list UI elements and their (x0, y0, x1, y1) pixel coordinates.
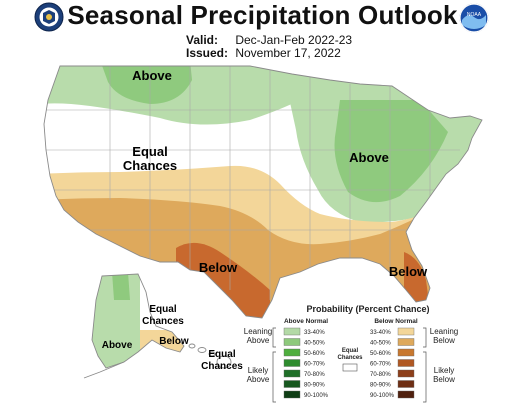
below-swatch-5 (397, 380, 415, 388)
below-bin-label-5: 80-90% (370, 383, 391, 389)
legend-likely-below-2: Below (433, 375, 455, 384)
label-alaska-below: Below (159, 336, 189, 347)
hawaii-island-2 (197, 347, 207, 353)
valid-value: Dec-Jan-Feb 2022-23 (235, 33, 353, 47)
doc-seal-icon (34, 2, 64, 32)
noaa-logo-text: NOAA (467, 12, 482, 18)
above-bin-label-3: 60-70% (304, 362, 325, 368)
above-swatch-6 (283, 390, 301, 399)
legend-below-header: Below Normal (374, 318, 418, 325)
below-swatches: 33-40% 40-50% 50-60% 60-70% 70-80% 80-90% 90-1… (370, 327, 415, 399)
above-swatch-4 (283, 369, 301, 378)
issued-label: Issued: (186, 46, 229, 60)
hawaii-island-4 (216, 355, 232, 369)
bracket-leaning-below (423, 327, 427, 348)
above-swatch-2 (283, 348, 301, 357)
label-alaska-equal-line1: Equal (149, 304, 176, 315)
region-above-north-core (100, 66, 192, 104)
label-above-north: Above (132, 68, 172, 83)
legend-likely-above-1: Likely (248, 366, 268, 375)
above-bin-label-6: 90-100% (304, 393, 329, 399)
legend-title: Probability (Percent Chance) (306, 304, 429, 314)
below-bin-label-6: 90-100% (370, 393, 395, 399)
legend-above-header: Above Normal (284, 318, 328, 325)
bracket-likely-above (272, 351, 276, 403)
label-above-east: Above (349, 150, 389, 165)
bracket-leaning-above (272, 327, 276, 348)
above-bin-label-4: 70-80% (304, 372, 325, 378)
below-bin-label-4: 70-80% (370, 372, 391, 378)
hawaii-islands (188, 343, 232, 369)
legend-leaning-below-2: Below (433, 336, 455, 345)
above-swatch-3 (283, 359, 301, 367)
above-swatch-0 (283, 327, 301, 336)
legend: Probability (Percent Chance) Above Norma… (244, 304, 458, 403)
below-swatch-4 (397, 369, 415, 378)
legend-equal-2: Chances (337, 355, 363, 361)
state-boundaries (44, 66, 470, 300)
hawaii-island-3 (208, 351, 216, 357)
below-bin-label-0: 33-40% (370, 330, 391, 336)
page-title: Seasonal Precipitation Outlook (67, 0, 458, 30)
label-hawaii-equal-line2: Chances (201, 361, 243, 372)
above-bin-label-5: 80-90% (304, 383, 325, 389)
below-swatch-1 (397, 338, 415, 346)
legend-likely-below-1: Likely (434, 366, 454, 375)
below-bin-label-2: 50-60% (370, 351, 391, 357)
region-above-east-core (334, 100, 448, 203)
legend-leaning-above-1: Leaning (244, 327, 272, 336)
label-hawaii-equal-line1: Equal (208, 349, 235, 360)
above-swatches: 33-40% 40-50% 50-60% 60-70% 70-80% 80-90% 90-1… (283, 327, 329, 399)
below-swatch-0 (397, 327, 415, 336)
below-bin-label-1: 40-50% (370, 341, 391, 347)
above-bin-label-0: 33-40% (304, 330, 325, 336)
above-swatch-1 (283, 338, 301, 346)
issued-line: Issued: November 17, 2022 (186, 46, 341, 60)
label-alaska-above: Above (102, 340, 133, 351)
noaa-logo-icon: NOAA (459, 3, 489, 33)
alaska-above-region (92, 274, 140, 368)
legend-leaning-below-1: Leaning (430, 327, 458, 336)
below-bin-label-3: 60-70% (370, 362, 391, 368)
label-equal-chances-line1: Equal (132, 144, 167, 159)
legend-equal-1: Equal (342, 348, 359, 354)
valid-line: Valid: Dec-Jan-Feb 2022-23 (186, 33, 352, 47)
above-bin-label-1: 40-50% (304, 341, 325, 347)
alaska-outline (91, 273, 185, 369)
bracket-likely-below (423, 351, 427, 403)
below-swatch-2 (397, 348, 415, 357)
issued-value: November 17, 2022 (235, 46, 341, 60)
above-swatch-5 (283, 380, 301, 388)
label-alaska-equal-line2: Chances (142, 316, 184, 327)
above-bin-label-2: 50-60% (304, 351, 325, 357)
legend-leaning-above-2: Above (247, 336, 270, 345)
label-equal-chances-line2: Chances (123, 158, 177, 173)
alaska-above-core (112, 274, 130, 300)
legend-likely-above-2: Above (247, 375, 270, 384)
hawaii-island-1 (188, 343, 196, 349)
valid-label: Valid: (186, 33, 219, 47)
label-below-texas: Below (199, 260, 238, 275)
below-swatch-3 (397, 359, 415, 367)
below-swatch-6 (397, 390, 415, 399)
label-below-florida: Below (389, 264, 428, 279)
conus-outline (43, 65, 483, 319)
aleutians-outline (83, 361, 125, 379)
legend-equal-swatch (342, 363, 358, 372)
